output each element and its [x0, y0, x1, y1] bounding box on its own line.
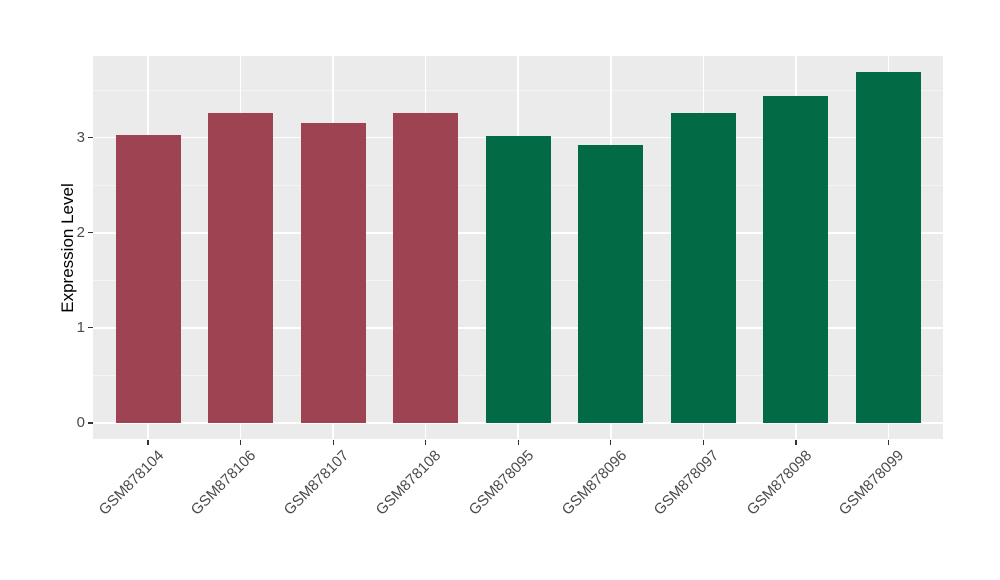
y-tick-label: 1 [76, 318, 85, 336]
x-tick-label: GSM878106 [187, 447, 260, 519]
bar-GSM878108 [393, 112, 459, 423]
y-tick-label: 3 [76, 128, 85, 146]
bar-GSM878098 [763, 95, 829, 423]
x-tick-label: GSM878096 [558, 447, 630, 519]
y-tick-label: 0 [76, 414, 85, 431]
bar-GSM878107 [300, 123, 366, 423]
bar-GSM878096 [578, 145, 644, 423]
x-tick-label: GSM878099 [835, 447, 908, 519]
y-tick-mark-2 [88, 232, 93, 234]
y-tick-mark-3 [88, 137, 93, 139]
x-tick-mark-GSM878107 [332, 440, 334, 445]
y-tick-mark-1 [88, 327, 93, 329]
x-tick-label: GSM878104 [95, 447, 168, 519]
bar-GSM878106 [208, 112, 274, 423]
x-tick-mark-GSM878108 [425, 440, 427, 445]
x-tick-mark-GSM878098 [795, 440, 797, 445]
x-tick-mark-GSM878097 [702, 440, 704, 445]
x-tick-label: GSM878107 [280, 447, 353, 519]
x-tick-mark-GSM878104 [147, 440, 149, 445]
bar-GSM878104 [115, 134, 181, 423]
plot-panel [93, 56, 943, 439]
x-tick-mark-GSM878099 [887, 440, 890, 445]
x-tick-label: GSM878098 [743, 447, 815, 519]
x-tick-mark-GSM878106 [239, 440, 242, 445]
bar-GSM878097 [670, 112, 736, 423]
x-tick-mark-GSM878096 [610, 440, 612, 445]
y-tick-label: 2 [76, 223, 85, 241]
bar-GSM878095 [485, 135, 551, 423]
x-tick-label: GSM878097 [650, 447, 723, 519]
x-tick-label: GSM878108 [373, 447, 445, 519]
bar-GSM878099 [855, 72, 921, 423]
x-tick-label: GSM878095 [465, 447, 538, 519]
x-tick-mark-GSM878095 [517, 440, 519, 445]
y-tick-mark-0 [88, 422, 93, 424]
